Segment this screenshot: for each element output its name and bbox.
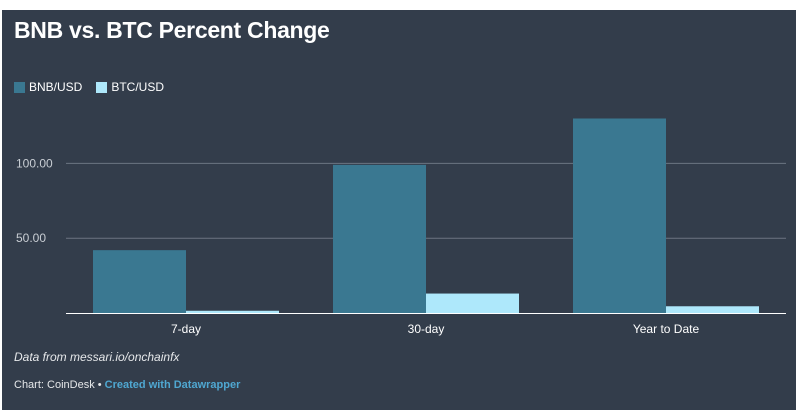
legend-swatch-bnb — [14, 81, 25, 93]
bar-chart-plot: 50.00 100.00 7-day 30-day Year to Date — [16, 118, 786, 336]
credit-prefix: Chart: CoinDesk • — [14, 379, 105, 391]
chart-title: BNB vs. BTC Percent Change — [14, 17, 330, 43]
x-tick-label: 30-day — [408, 322, 445, 336]
legend-label-btc: BTC/USD — [111, 80, 165, 94]
datawrapper-link[interactable]: Created with Datawrapper — [104, 379, 241, 391]
bar-bnb-usd-year-to-date — [573, 118, 666, 313]
legend-item-bnb: BNB/USD — [14, 80, 82, 94]
data-source-note: Data from messari.io/onchainfx — [14, 350, 180, 364]
legend-swatch-btc — [96, 81, 108, 93]
y-tick-label: 100.00 — [16, 156, 53, 170]
chart-legend: BNB/USD BTC/USD — [14, 80, 164, 94]
chart-credit: Chart: CoinDesk • Created with Datawrapp… — [14, 379, 240, 391]
bar-bnb-usd-7-day — [93, 250, 186, 313]
bar-btc-usd-year-to-date — [666, 306, 759, 313]
x-tick-label: 7-day — [171, 322, 201, 336]
x-tick-label: Year to Date — [633, 322, 700, 336]
bar-bnb-usd-30-day — [333, 164, 426, 313]
legend-item-btc: BTC/USD — [96, 80, 164, 94]
bar-btc-usd-7-day — [186, 310, 279, 313]
chart-panel: BNB vs. BTC Percent Change BNB/USD BTC/U… — [2, 10, 796, 410]
legend-label-bnb: BNB/USD — [29, 80, 83, 94]
y-tick-label: 50.00 — [16, 231, 46, 245]
bar-btc-usd-30-day — [426, 293, 519, 313]
